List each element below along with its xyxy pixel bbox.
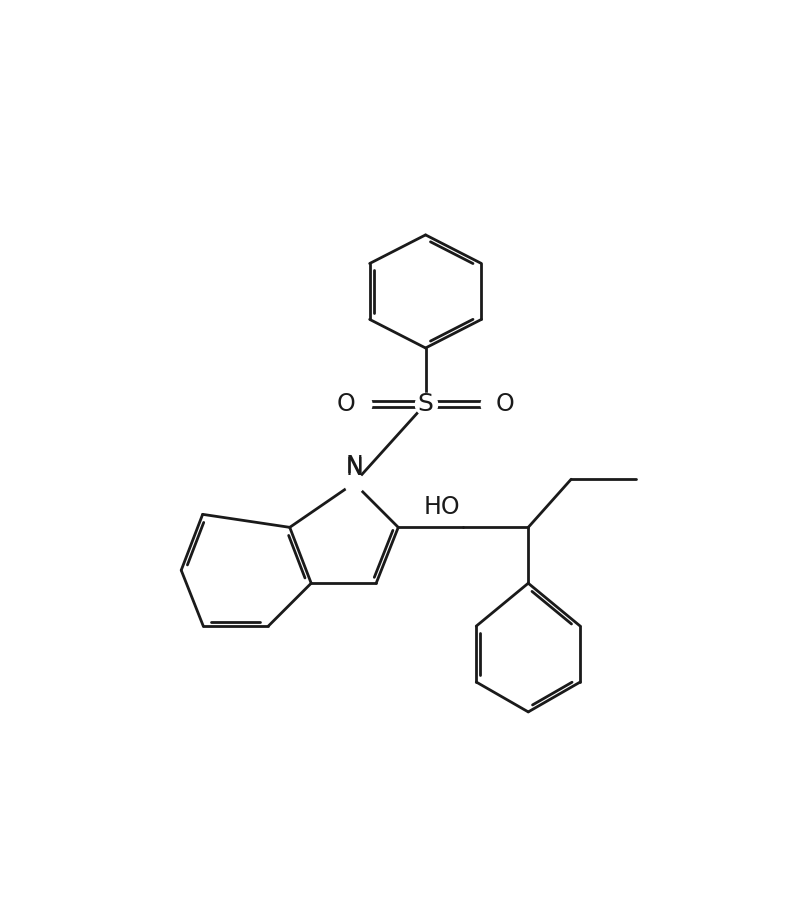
Text: O: O xyxy=(336,392,355,416)
Text: N: N xyxy=(345,455,363,480)
Text: S: S xyxy=(418,392,434,416)
Text: O: O xyxy=(496,392,514,416)
Text: N: N xyxy=(345,454,363,478)
Text: HO: HO xyxy=(423,494,460,518)
